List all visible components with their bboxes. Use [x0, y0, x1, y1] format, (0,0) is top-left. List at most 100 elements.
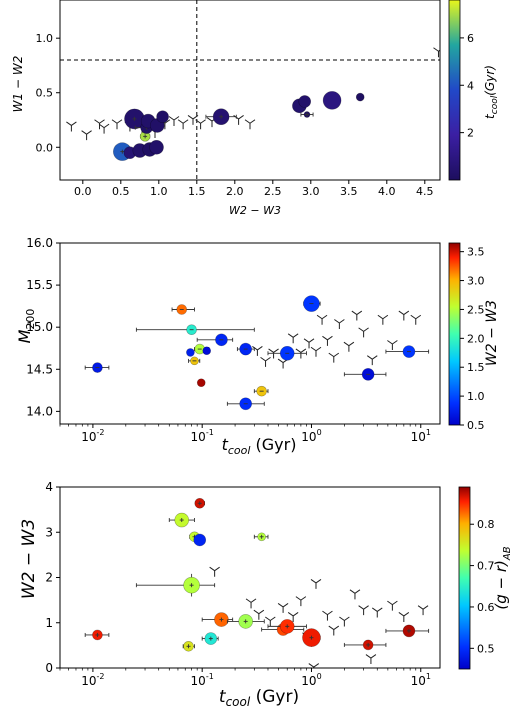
x-tick: 1.5	[188, 180, 206, 198]
axes-frame	[59, 242, 441, 425]
colorbar-tick: 3.5	[460, 246, 485, 259]
data-point	[201, 632, 219, 645]
data-point	[302, 628, 321, 647]
panel-1: 0.0 0.5 1.0 1.5 2.0 2.5 3.0 3.5 4.0 4.50.00.51.0 …	[11, 0, 500, 217]
x-tick: 101	[411, 668, 431, 688]
svg-text:16.0: 16.0	[26, 236, 53, 250]
svg-text:0.0: 0.0	[74, 185, 92, 198]
svg-text:M200: M200	[15, 309, 37, 344]
data-point	[343, 368, 387, 381]
svg-text:100: 100	[301, 672, 321, 688]
upper-limit-marker	[187, 114, 199, 125]
y-tick: 1	[45, 616, 60, 630]
upper-limit-marker	[349, 589, 361, 600]
upper-limit-marker	[322, 610, 333, 621]
panel-3-colorbar: 0.5 0.6 0.7 0.8 (g − r)AB	[458, 486, 513, 670]
upper-limit-marker	[252, 346, 263, 356]
data-point	[355, 92, 365, 102]
upper-limit-marker	[387, 340, 398, 351]
data-point	[84, 629, 110, 641]
svg-text:0.0: 0.0	[36, 141, 54, 154]
colorbar-tick: 0.6	[470, 601, 495, 614]
panel-3-plot-area	[60, 487, 440, 668]
y-tick: 14.0	[26, 404, 60, 418]
upper-limit-marker	[358, 605, 369, 616]
upper-limit-marker	[244, 119, 256, 130]
x-tick: 101	[411, 424, 431, 444]
x-tick: 0.5	[112, 180, 130, 198]
svg-text:101: 101	[411, 428, 431, 444]
svg-text:2.0: 2.0	[467, 332, 485, 345]
upper-limit-marker	[328, 352, 340, 363]
panel-2-xlabel: tcool (Gyr)	[222, 435, 297, 457]
svg-text:4: 4	[467, 79, 474, 92]
svg-text:4: 4	[45, 480, 53, 494]
upper-limit-marker	[343, 341, 355, 352]
svg-text:3.5: 3.5	[467, 246, 485, 259]
upper-limit-marker	[398, 612, 410, 622]
data-point	[267, 345, 307, 361]
panel-2-colorbar: 0.5 1.0 1.5 2.0 2.5 3.0 3.5 W2 − W3	[448, 242, 500, 432]
svg-text:W2 − W3: W2 − W3	[19, 519, 39, 599]
data-point	[135, 324, 255, 336]
svg-text:4.0: 4.0	[378, 185, 396, 198]
upper-limit-marker	[111, 119, 123, 130]
svg-text:0.5: 0.5	[467, 419, 485, 432]
svg-text:10-2: 10-2	[81, 428, 104, 444]
svg-text:tcool (Gyr): tcool (Gyr)	[222, 435, 297, 457]
upper-limit-marker	[371, 607, 383, 618]
upper-limit-marker	[377, 314, 389, 325]
svg-text:3.5: 3.5	[340, 185, 358, 198]
colorbar-tick: 2	[460, 127, 474, 140]
colorbar-tick: 0.8	[470, 518, 495, 531]
svg-text:1.0: 1.0	[150, 185, 168, 198]
colorbar-tick: 2.5	[460, 303, 485, 316]
data-point	[236, 342, 255, 356]
x-tick: 3.0	[302, 180, 320, 198]
panel-2: 10-2 10-1 100 101 14.0 14.5 15.0 15.5 16.0 tcool…	[15, 236, 500, 457]
upper-limit-marker	[98, 123, 110, 134]
data-point	[194, 497, 206, 509]
panel-2-axes: 10-2 10-1 100 101 14.0 14.5 15.0 15.5 16.0	[26, 236, 441, 444]
svg-text:6: 6	[467, 32, 474, 45]
svg-text:0.5: 0.5	[112, 185, 130, 198]
upper-limit-marker	[398, 310, 410, 321]
upper-limit-marker	[410, 314, 422, 325]
x-tick: 10-1	[191, 424, 214, 444]
svg-text:W1 − W2: W1 − W2	[11, 56, 25, 113]
data-point	[303, 295, 321, 312]
panel-3-marks	[84, 497, 430, 668]
y-tick: 16.0	[26, 236, 60, 250]
x-tick: 0.0	[74, 180, 92, 198]
y-tick: 1.0	[36, 32, 60, 45]
svg-text:W2 − W3: W2 − W3	[484, 300, 500, 366]
x-tick: 3.5	[340, 180, 358, 198]
y-tick: 2	[45, 571, 60, 585]
svg-text:4.5: 4.5	[416, 185, 434, 198]
upper-limit-marker	[277, 603, 289, 613]
data-point	[171, 304, 195, 315]
upper-limit-marker	[322, 335, 333, 346]
data-point	[188, 356, 201, 366]
upper-limit-marker	[365, 654, 377, 665]
svg-text:(g − r)AB: (g − r)AB	[492, 546, 513, 609]
data-point	[298, 95, 312, 108]
upper-limit-marker	[253, 609, 265, 620]
svg-text:0.8: 0.8	[477, 518, 495, 531]
panel-1-marks	[60, 0, 440, 180]
x-tick: 2.5	[264, 180, 282, 198]
panel-1-ylabel: W1 − W2	[11, 56, 25, 113]
svg-text:101: 101	[411, 672, 431, 688]
colorbar-tick: 0.5	[470, 642, 495, 655]
data-point	[253, 532, 269, 542]
data-point	[193, 533, 207, 547]
data-point	[186, 348, 195, 357]
svg-text:3.0: 3.0	[302, 185, 320, 198]
y-tick: 0.5	[36, 87, 60, 100]
svg-text:1.5: 1.5	[188, 185, 206, 198]
svg-text:10-1: 10-1	[191, 672, 214, 688]
panel-3-xlabel: tcool (Gyr)	[219, 687, 299, 708]
data-point	[267, 619, 307, 634]
data-point	[156, 110, 169, 124]
data-point	[300, 111, 314, 118]
